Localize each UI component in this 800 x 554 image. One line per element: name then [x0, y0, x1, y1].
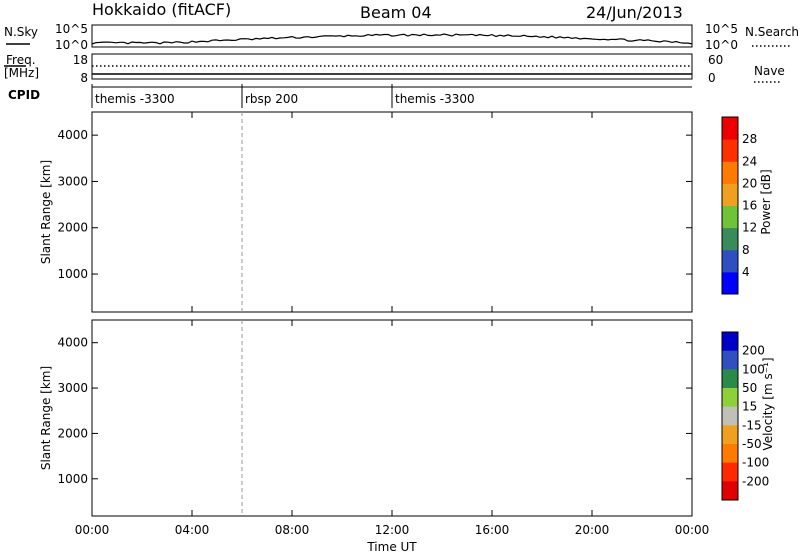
velocity-colorbar-swatch: [722, 406, 738, 426]
power-colorbar-swatch: [722, 271, 738, 295]
power-y-axis: 1000 2000 3000 4000: [57, 128, 692, 281]
power-colorbar-swatch: [722, 249, 738, 273]
x-tick-label: 16:00: [475, 523, 510, 537]
power-colorbar-tick: 4: [742, 265, 750, 279]
velocity-y-axis: 1000 2000 3000 4000: [57, 336, 692, 486]
power-colorbar-frame: [721, 116, 739, 295]
velocity-colorbar-frame: [721, 331, 739, 501]
cpid-label: CPID: [8, 88, 40, 102]
velocity-colorbar-label: Velocity [m s⁻¹]: [761, 357, 775, 450]
velocity-colorbar-swatch: [722, 388, 738, 408]
y-tick-label: 4000: [57, 128, 88, 142]
power-colorbar-swatch: [722, 139, 738, 162]
velocity-colorbar-swatch: [722, 425, 738, 445]
noise-left-label: N.Sky: [4, 25, 38, 39]
station-title: Hokkaido (fitACF): [92, 0, 231, 19]
y-tick-label: 2000: [57, 426, 88, 440]
velocity-colorbar-swatch: [722, 350, 738, 370]
freq-tick-bottom: 8: [80, 71, 88, 85]
power-colorbar-tick: 20: [742, 176, 757, 190]
power-panel: 1000 2000 3000 4000 Slant Range [km] 4 8 12 16…: [39, 111, 773, 313]
noise-panel: N.Sky N.Search 10^5 10^0 10^5 10^0: [4, 22, 799, 52]
noise-panel-frame: [91, 24, 693, 48]
x-tick-label: 12:00: [375, 523, 410, 537]
noise-left-tick-bottom: 10^0: [55, 38, 88, 52]
x-tick-label: 00:00: [75, 523, 110, 537]
velocity-colorbar-swatch: [722, 481, 738, 501]
noise-sky-trace: [91, 33, 693, 45]
power-colorbar-tick: 12: [742, 221, 757, 235]
power-colorbar-swatch: [722, 227, 738, 251]
freq-tick-top: 18: [73, 53, 88, 67]
velocity-colorbar-tick: 200: [742, 344, 765, 358]
nave-tick-bottom: 0: [708, 71, 716, 85]
y-tick-label: 3000: [57, 381, 88, 395]
power-colorbar-label: Power [dB]: [759, 169, 773, 234]
power-colorbar-swatch: [722, 161, 738, 184]
power-colorbar-swatch: [722, 205, 738, 229]
noise-right-tick-top: 10^5: [705, 22, 738, 36]
x-tick-label: 08:00: [275, 523, 310, 537]
velocity-colorbar-tick: 100: [742, 362, 765, 376]
velocity-colorbar: 200 100 50 15 -15 -50 -100 -200: [721, 331, 769, 501]
noise-left-tick-top: 10^5: [55, 22, 88, 36]
velocity-plot-background: [92, 320, 692, 516]
power-colorbar-swatch: [722, 183, 738, 206]
cpid-segment-label: themis -3300: [95, 92, 175, 106]
velocity-colorbar-tick: -50: [742, 437, 762, 451]
velocity-panel: 1000 2000 3000 4000 Slant Range [km] 200 100…: [39, 319, 775, 517]
freq-label-line2: [MHz]: [4, 66, 39, 80]
y-tick-label: 1000: [57, 267, 88, 281]
x-tick-label: 20:00: [575, 523, 610, 537]
power-colorbar: 4 8 12 16 20 24 28: [721, 116, 757, 295]
noise-right-label: N.Search: [745, 25, 799, 39]
freq-label-line1: Freq.: [6, 53, 36, 67]
frequency-panel: Freq. [MHz] Nave 18 8 60 0: [4, 53, 785, 85]
x-axis-label: Time UT: [366, 540, 417, 554]
velocity-colorbar-tick: 50: [742, 381, 757, 395]
power-y-axis-label: Slant Range [km]: [39, 160, 53, 264]
cpid-segment-label: rbsp 200: [245, 92, 298, 106]
y-tick-label: 3000: [57, 174, 88, 188]
noise-right-tick-bottom: 10^0: [705, 38, 738, 52]
velocity-colorbar-swatch: [722, 369, 738, 389]
cpid-row: CPID themis -3300 rbsp 200 themis -3300: [8, 84, 692, 108]
power-colorbar-tick: 16: [742, 199, 757, 213]
velocity-colorbar-swatch: [722, 462, 738, 482]
velocity-colorbar-tick: -100: [742, 456, 769, 470]
nave-label: Nave: [754, 64, 785, 78]
y-tick-label: 1000: [57, 472, 88, 486]
velocity-colorbar-tick: -15: [742, 418, 762, 432]
y-tick-label: 2000: [57, 221, 88, 235]
power-colorbar-swatch: [722, 117, 738, 140]
velocity-y-axis-label: Slant Range [km]: [39, 366, 53, 470]
date-title: 24/Jun/2013: [586, 3, 683, 22]
x-tick-label: 04:00: [175, 523, 210, 537]
velocity-colorbar-swatch: [722, 332, 738, 352]
velocity-colorbar-tick: 15: [742, 400, 757, 414]
time-x-axis: 00:00 04:00 08:00 12:00 16:00 20:00 00:00: [75, 112, 710, 537]
y-tick-label: 4000: [57, 336, 88, 350]
nave-tick-top: 60: [708, 53, 723, 67]
power-plot-background: [92, 112, 692, 312]
power-colorbar-tick: 8: [742, 243, 750, 257]
velocity-colorbar-tick: -200: [742, 474, 769, 488]
velocity-colorbar-swatch: [722, 444, 738, 464]
power-colorbar-tick: 24: [742, 154, 757, 168]
cpid-segment-label: themis -3300: [395, 92, 475, 106]
beam-title: Beam 04: [360, 3, 432, 22]
x-tick-label: 00:00: [675, 523, 710, 537]
power-colorbar-tick: 28: [742, 132, 757, 146]
